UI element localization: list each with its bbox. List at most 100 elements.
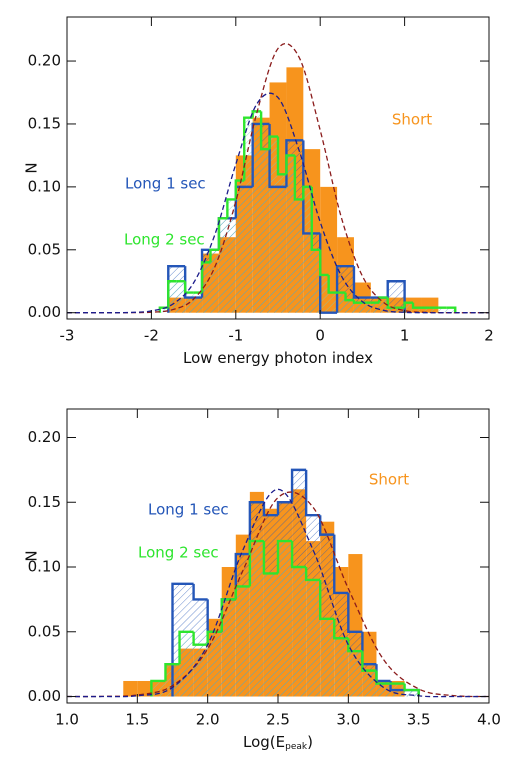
histogram-bar	[159, 307, 169, 313]
histogram-outline	[268, 135, 278, 150]
histogram-outline	[217, 217, 228, 250]
legend-label: Long 2 sec	[124, 231, 205, 249]
histogram-outline	[262, 502, 278, 517]
histogram-outline	[276, 501, 293, 516]
histogram-outline	[259, 111, 270, 151]
histogram-bar	[252, 111, 262, 313]
y-tick-label: 0.10	[28, 177, 61, 195]
histogram-outline	[411, 302, 422, 309]
histogram-bar	[278, 174, 287, 313]
histogram-outline	[226, 198, 236, 219]
histogram-outline	[347, 638, 363, 653]
histogram-outline	[386, 280, 406, 313]
histogram-outline	[361, 651, 377, 672]
histogram-bar	[207, 631, 222, 697]
y-axis-label: N	[23, 550, 41, 561]
histogram-outline	[310, 186, 321, 251]
histogram-bar	[179, 631, 194, 697]
histogram-outline	[378, 296, 388, 303]
y-tick-label: 0.15	[28, 114, 61, 132]
histogram-bar	[328, 292, 338, 313]
histogram-outline	[251, 110, 262, 118]
y-tick-label: 0.00	[28, 303, 61, 321]
histogram-bar	[334, 638, 349, 697]
histogram-bar	[244, 117, 253, 313]
histogram-bar	[235, 586, 250, 697]
histogram-bar	[193, 644, 208, 697]
histogram-outline	[403, 301, 414, 308]
histogram-outline	[304, 567, 321, 582]
histogram-outline	[234, 552, 250, 600]
x-axis-label-part: peak	[285, 742, 308, 752]
legend-label: Long 1 sec	[148, 501, 229, 519]
histogram-bar	[292, 567, 307, 697]
x-axis-label-part: Log(E	[243, 733, 285, 751]
histogram-outline	[335, 264, 354, 313]
histogram-outline	[171, 582, 194, 697]
histogram-outline	[352, 300, 363, 304]
histogram-bar	[311, 249, 321, 313]
histogram-bar	[379, 297, 388, 313]
y-tick-label: 0.20	[28, 428, 61, 446]
legend-label: Short	[369, 471, 409, 489]
histogram-bar	[202, 262, 211, 313]
y-tick-label: 0.15	[28, 493, 61, 511]
histogram-outline	[293, 155, 304, 201]
x-axis-label: Low energy photon index	[183, 349, 373, 367]
y-axis-label: N	[23, 162, 41, 173]
histogram-bar	[438, 307, 447, 313]
histogram-outline	[319, 249, 329, 277]
histogram-bar	[294, 199, 304, 313]
histogram-bar	[137, 680, 152, 697]
x-tick-label: 3.5	[407, 711, 431, 729]
histogram-outline	[375, 670, 391, 685]
y-tick-label: 0.05	[28, 622, 61, 640]
histogram-outline	[167, 280, 177, 308]
histogram-outline	[344, 292, 354, 302]
histogram-outline	[164, 662, 180, 681]
histogram-bar	[278, 541, 293, 697]
histogram-bar	[176, 281, 186, 313]
panel: 1.0 1.5 2.0 2.5 3.0 3.5 4.0 0.00 0.05 0.10 0.15 0.2…	[23, 408, 501, 752]
histogram-outline	[150, 679, 166, 697]
x-tick-label: -3	[60, 327, 75, 345]
histogram-bar	[413, 307, 422, 313]
histogram-bar	[249, 541, 264, 697]
histogram-bar	[362, 670, 377, 697]
y-tick-label: 0.00	[28, 687, 61, 705]
histogram-bar	[227, 199, 236, 313]
histogram-outline	[327, 274, 338, 294]
histogram-outline	[285, 154, 295, 175]
histogram-bar	[303, 186, 312, 313]
histogram-outline	[183, 266, 203, 299]
histogram-outline	[262, 541, 278, 575]
histogram-bar	[404, 690, 419, 697]
x-tick-label: -1	[228, 327, 243, 345]
histogram-outline	[220, 598, 236, 632]
y-tick-label: 0.10	[28, 558, 61, 576]
histogram-bar	[376, 683, 391, 697]
x-tick-label: 1	[400, 327, 410, 345]
histogram-outline	[192, 583, 208, 601]
histogram-outline	[302, 140, 321, 235]
histogram-bar	[370, 302, 380, 313]
histogram-bar	[123, 680, 138, 697]
histogram-outline	[290, 468, 307, 503]
histogram-outline	[209, 248, 219, 263]
histogram-bar	[306, 579, 321, 697]
y-tick-label: 0.05	[28, 240, 61, 258]
x-tick-label: -2	[144, 327, 159, 345]
x-tick-label: 3.0	[336, 711, 360, 729]
histogram-outline	[183, 281, 194, 294]
histogram-outline	[276, 136, 287, 176]
histogram-outline	[304, 469, 321, 517]
x-tick-label: 1.0	[55, 711, 79, 729]
histogram-outline	[192, 631, 208, 646]
histogram-bar	[362, 302, 371, 313]
histogram-outline	[347, 592, 363, 633]
x-tick-label: 2.5	[266, 711, 290, 729]
histogram-outline	[178, 630, 194, 665]
plot-frame	[66, 16, 490, 320]
histogram-outline	[290, 541, 307, 569]
